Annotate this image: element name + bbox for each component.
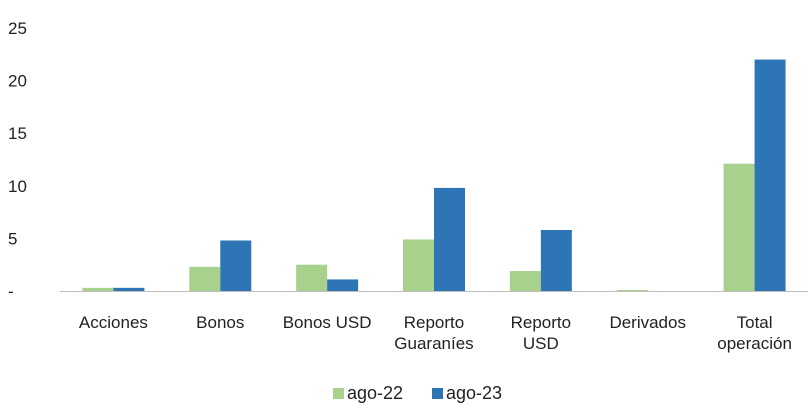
y-tick-label: -: [8, 282, 14, 301]
legend-label: ago-22: [347, 383, 403, 403]
x-category-label: Guaraníes: [394, 334, 473, 353]
x-category-label: Reporto: [511, 313, 571, 332]
bar-ago-23: [327, 279, 359, 291]
bar-ago-23: [754, 59, 786, 292]
bar-ago-22: [296, 264, 328, 291]
bar-ago-22: [82, 287, 114, 291]
legend-swatch-ago-22: [333, 388, 344, 399]
y-tick-label: 5: [8, 229, 17, 248]
x-category-label: Total: [737, 313, 773, 332]
y-tick-label: 15: [8, 124, 27, 143]
x-category-label: USD: [523, 334, 559, 353]
bar-ago-22: [509, 271, 541, 291]
legend-swatch-ago-23: [432, 388, 443, 399]
legend: ago-22 ago-23: [333, 383, 502, 403]
x-category-label: Acciones: [79, 313, 148, 332]
bar-ago-22: [189, 266, 221, 291]
x-category-label: Reporto: [404, 313, 464, 332]
x-category-label: Bonos USD: [283, 313, 372, 332]
bar-ago-22: [723, 163, 755, 291]
bar-ago-23: [220, 240, 252, 291]
bar-ago-23: [540, 229, 572, 291]
y-tick-label: 25: [8, 19, 27, 38]
y-tick-label: 20: [8, 72, 27, 91]
legend-label: ago-23: [446, 383, 502, 403]
bars: [82, 59, 786, 292]
bar-ago-22: [616, 289, 648, 291]
bar-ago-23: [113, 287, 145, 291]
y-tick-label: 10: [8, 177, 27, 196]
x-category-label: Derivados: [609, 313, 686, 332]
x-axis-labels: Acciones Bonos Bonos USD Reporto Guaraníes Re…: [79, 313, 792, 353]
bar-ago-23: [434, 187, 465, 291]
x-category-label: Bonos: [196, 313, 244, 332]
bar-ago-22: [403, 239, 434, 291]
y-axis: - 5 10 15 20 25: [8, 19, 27, 301]
x-category-label: operación: [717, 334, 792, 353]
